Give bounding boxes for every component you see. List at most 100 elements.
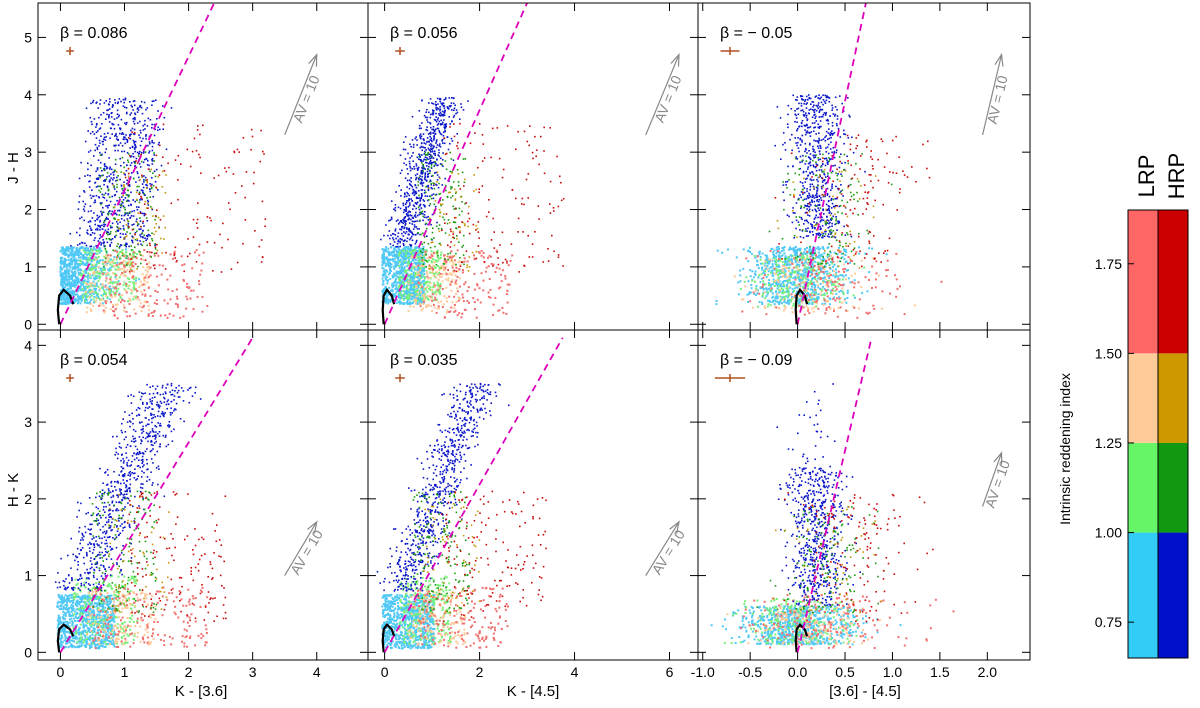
point bbox=[67, 263, 70, 266]
point bbox=[130, 162, 133, 164]
point bbox=[151, 208, 154, 211]
point bbox=[428, 165, 430, 168]
point bbox=[111, 238, 114, 240]
point bbox=[782, 247, 785, 250]
point bbox=[102, 206, 104, 209]
point bbox=[105, 136, 107, 138]
point bbox=[423, 288, 426, 291]
point bbox=[147, 207, 149, 209]
point bbox=[439, 143, 441, 145]
point bbox=[116, 183, 118, 186]
point bbox=[456, 287, 459, 290]
point bbox=[73, 279, 76, 282]
point bbox=[456, 314, 459, 317]
point bbox=[432, 113, 434, 116]
point bbox=[123, 309, 126, 312]
point bbox=[151, 239, 154, 242]
point bbox=[424, 173, 427, 175]
point bbox=[428, 276, 431, 279]
point bbox=[436, 97, 439, 100]
point bbox=[157, 189, 159, 191]
point bbox=[457, 173, 460, 175]
point bbox=[134, 238, 137, 241]
point bbox=[140, 153, 142, 156]
point bbox=[459, 231, 461, 234]
point bbox=[414, 184, 416, 186]
point bbox=[127, 223, 130, 225]
point bbox=[143, 278, 146, 281]
point bbox=[86, 229, 89, 232]
point bbox=[201, 310, 204, 313]
point bbox=[462, 221, 464, 224]
point bbox=[384, 298, 387, 301]
point bbox=[145, 184, 147, 186]
point bbox=[446, 300, 448, 303]
point bbox=[155, 186, 157, 189]
point bbox=[90, 291, 93, 294]
point bbox=[113, 314, 116, 317]
point bbox=[429, 139, 431, 141]
point bbox=[127, 284, 130, 287]
point bbox=[115, 285, 117, 288]
point bbox=[146, 251, 149, 253]
point bbox=[383, 300, 386, 303]
point bbox=[133, 281, 136, 284]
point bbox=[408, 269, 411, 272]
point bbox=[130, 292, 133, 295]
point bbox=[104, 306, 107, 309]
point bbox=[406, 179, 409, 182]
point bbox=[137, 107, 139, 109]
point bbox=[434, 259, 437, 261]
point bbox=[413, 261, 416, 264]
point bbox=[102, 239, 105, 241]
point bbox=[423, 153, 426, 155]
point bbox=[91, 189, 93, 191]
point bbox=[85, 244, 88, 247]
point bbox=[137, 243, 139, 246]
point bbox=[403, 282, 406, 285]
point bbox=[823, 252, 826, 255]
point bbox=[189, 252, 191, 255]
point bbox=[259, 160, 262, 163]
point bbox=[475, 229, 477, 231]
point bbox=[125, 245, 127, 248]
point bbox=[117, 252, 120, 255]
point bbox=[95, 287, 97, 290]
point bbox=[419, 213, 422, 215]
point bbox=[116, 261, 119, 264]
point bbox=[129, 315, 131, 318]
point bbox=[64, 286, 66, 289]
point bbox=[76, 269, 79, 272]
point bbox=[123, 136, 125, 138]
point bbox=[427, 153, 429, 155]
point bbox=[117, 299, 120, 302]
point bbox=[99, 103, 101, 105]
point bbox=[79, 285, 82, 288]
point bbox=[499, 286, 502, 289]
point bbox=[117, 266, 120, 269]
point bbox=[435, 270, 438, 273]
point bbox=[91, 265, 94, 268]
point bbox=[404, 269, 407, 272]
point bbox=[102, 261, 105, 264]
point bbox=[414, 193, 417, 195]
point bbox=[423, 167, 425, 170]
point bbox=[423, 189, 426, 192]
point bbox=[434, 172, 436, 174]
point bbox=[60, 303, 63, 305]
point bbox=[400, 293, 403, 296]
point bbox=[414, 302, 417, 305]
point bbox=[431, 231, 434, 234]
point bbox=[506, 289, 509, 292]
point bbox=[141, 232, 144, 234]
point bbox=[119, 255, 121, 258]
point bbox=[433, 261, 436, 264]
point bbox=[437, 278, 440, 281]
point bbox=[145, 207, 148, 209]
point bbox=[402, 299, 405, 301]
intrinsic-track bbox=[381, 287, 396, 325]
point bbox=[123, 184, 125, 186]
point bbox=[402, 260, 405, 263]
point bbox=[112, 171, 114, 174]
point bbox=[134, 246, 136, 249]
